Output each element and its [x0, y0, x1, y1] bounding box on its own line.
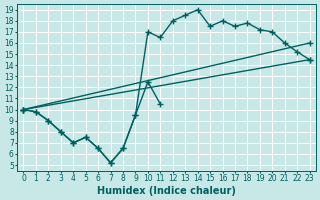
X-axis label: Humidex (Indice chaleur): Humidex (Indice chaleur) — [97, 186, 236, 196]
